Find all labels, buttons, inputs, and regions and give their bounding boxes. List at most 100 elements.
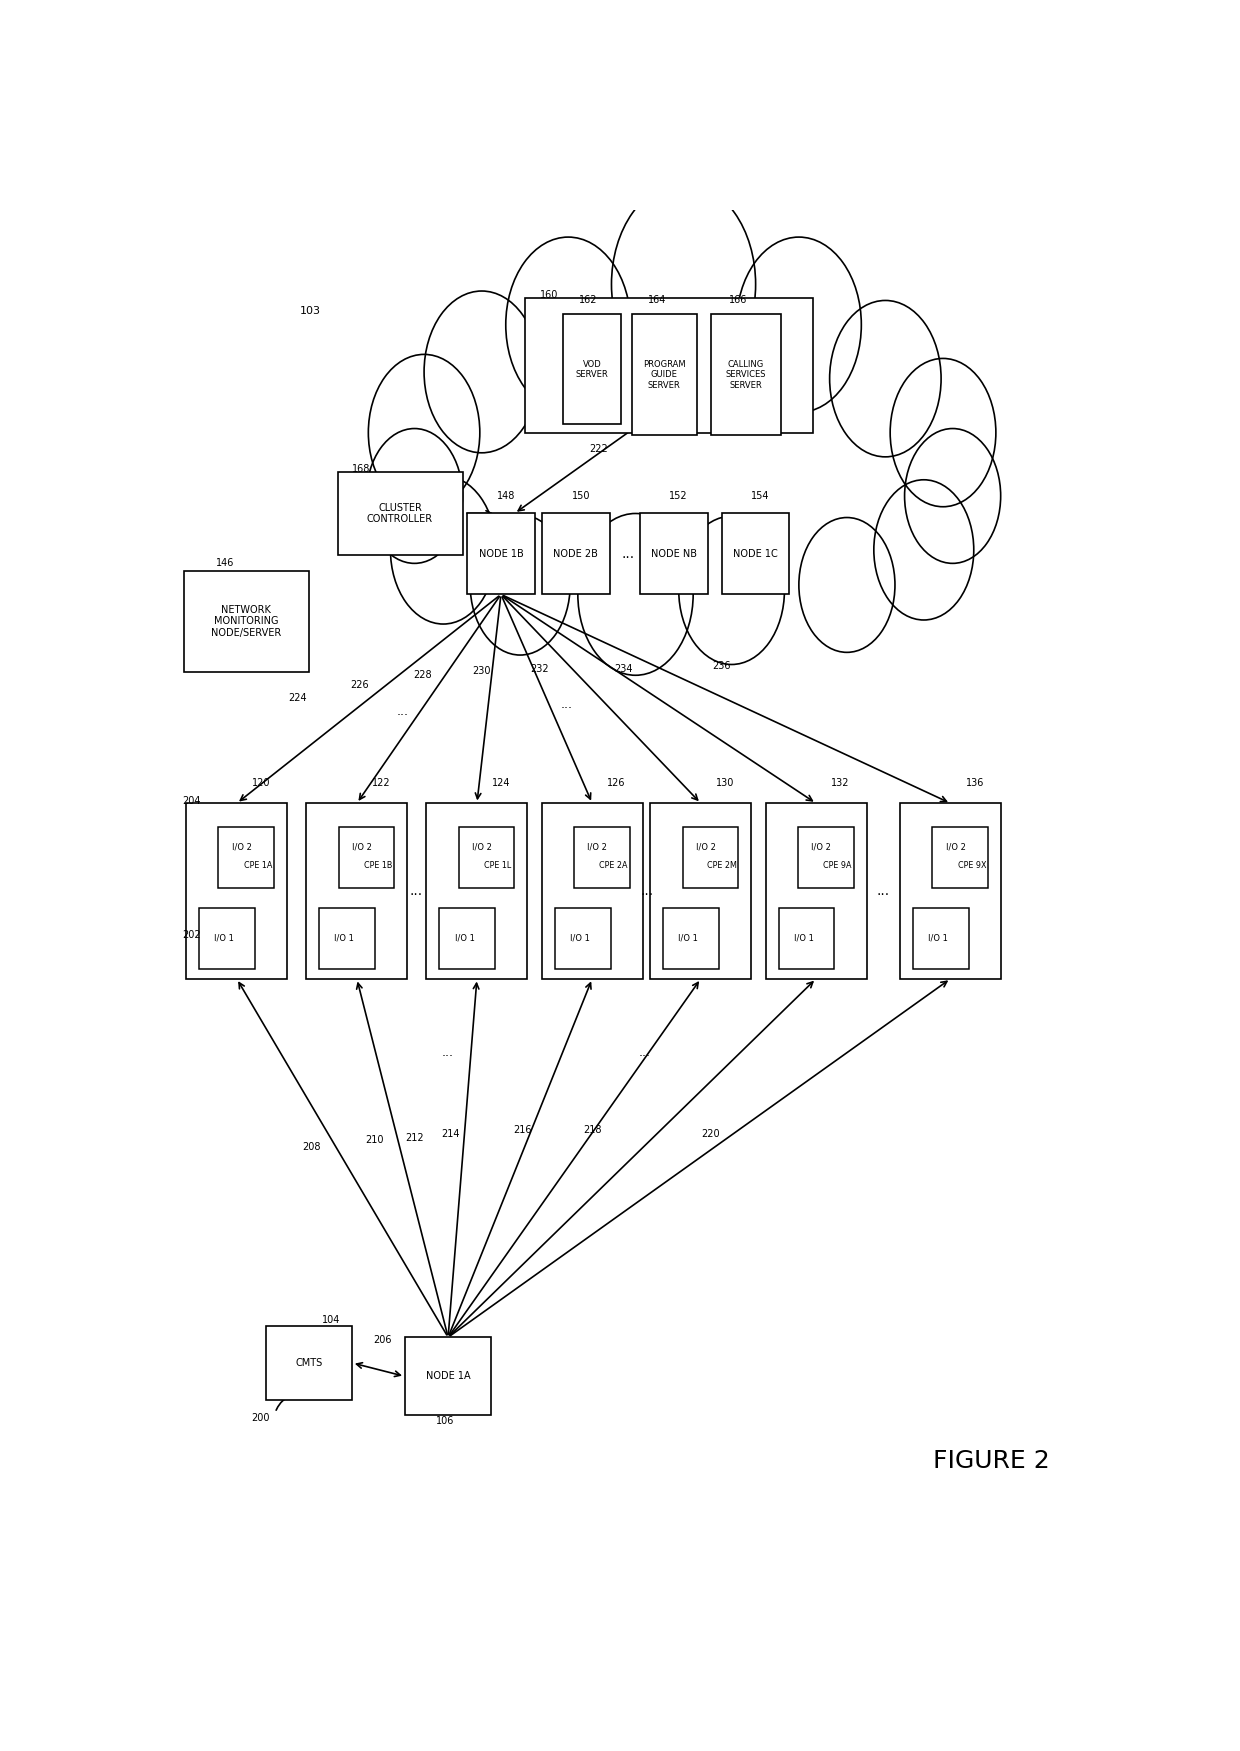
- Text: 216: 216: [513, 1124, 532, 1135]
- FancyBboxPatch shape: [218, 826, 274, 888]
- Circle shape: [391, 476, 496, 623]
- Text: I/O 1: I/O 1: [215, 933, 234, 942]
- Text: CPE 1A: CPE 1A: [243, 861, 272, 870]
- Text: VOD
SERVER: VOD SERVER: [575, 359, 609, 378]
- Text: I/O 2: I/O 2: [471, 842, 492, 851]
- FancyBboxPatch shape: [563, 313, 621, 424]
- Text: 132: 132: [831, 777, 849, 788]
- Text: I/O 1: I/O 1: [678, 933, 698, 942]
- Text: I/O 1: I/O 1: [570, 933, 590, 942]
- Text: 214: 214: [441, 1129, 460, 1138]
- Text: I/O 2: I/O 2: [946, 842, 966, 851]
- FancyBboxPatch shape: [631, 313, 697, 436]
- Circle shape: [678, 517, 785, 664]
- FancyBboxPatch shape: [427, 804, 527, 979]
- Circle shape: [367, 429, 463, 564]
- Text: CPE 2M: CPE 2M: [707, 861, 737, 870]
- Text: 204: 204: [182, 795, 201, 805]
- Text: ...: ...: [877, 884, 890, 898]
- Text: 202: 202: [182, 930, 201, 940]
- FancyBboxPatch shape: [439, 907, 495, 968]
- Text: I/O 2: I/O 2: [352, 842, 372, 851]
- FancyBboxPatch shape: [900, 804, 1001, 979]
- Text: CPE 9A: CPE 9A: [823, 861, 852, 870]
- FancyBboxPatch shape: [320, 907, 374, 968]
- Text: ...: ...: [397, 706, 409, 718]
- Text: ...: ...: [621, 546, 635, 560]
- Circle shape: [890, 359, 996, 506]
- FancyBboxPatch shape: [574, 826, 630, 888]
- FancyBboxPatch shape: [337, 471, 463, 555]
- FancyBboxPatch shape: [712, 313, 781, 436]
- Text: I/O 2: I/O 2: [232, 842, 252, 851]
- Text: ...: ...: [443, 1047, 454, 1059]
- Text: 234: 234: [614, 664, 632, 674]
- Text: 226: 226: [351, 679, 370, 690]
- Text: 206: 206: [373, 1334, 392, 1345]
- Text: 164: 164: [649, 296, 667, 305]
- Circle shape: [470, 515, 570, 655]
- Text: I/O 2: I/O 2: [587, 842, 608, 851]
- Text: 130: 130: [715, 777, 734, 788]
- Text: 124: 124: [492, 777, 510, 788]
- Circle shape: [737, 236, 862, 413]
- FancyBboxPatch shape: [722, 513, 789, 594]
- Text: I/O 1: I/O 1: [929, 933, 949, 942]
- Text: 148: 148: [496, 490, 515, 501]
- Text: I/O 1: I/O 1: [455, 933, 475, 942]
- FancyBboxPatch shape: [404, 1338, 491, 1415]
- Text: 136: 136: [966, 777, 983, 788]
- FancyBboxPatch shape: [542, 804, 642, 979]
- Text: 168: 168: [352, 464, 371, 475]
- Text: 166: 166: [729, 296, 748, 305]
- Text: NODE 1B: NODE 1B: [479, 548, 523, 559]
- Text: 162: 162: [579, 296, 598, 305]
- FancyBboxPatch shape: [200, 907, 255, 968]
- Circle shape: [368, 354, 480, 511]
- Text: 220: 220: [701, 1129, 719, 1138]
- Text: CMTS: CMTS: [295, 1357, 322, 1368]
- Text: I/O 2: I/O 2: [696, 842, 715, 851]
- Text: CPE 2A: CPE 2A: [599, 861, 627, 870]
- FancyBboxPatch shape: [306, 804, 407, 979]
- Text: 104: 104: [321, 1315, 340, 1326]
- Text: I/O 1: I/O 1: [794, 933, 813, 942]
- Text: 210: 210: [365, 1135, 383, 1145]
- Text: CPE 1B: CPE 1B: [363, 861, 392, 870]
- Text: ...: ...: [639, 1047, 651, 1059]
- FancyBboxPatch shape: [932, 826, 988, 888]
- Circle shape: [424, 291, 539, 454]
- Text: NODE NB: NODE NB: [651, 548, 697, 559]
- Ellipse shape: [405, 298, 962, 608]
- FancyBboxPatch shape: [186, 804, 288, 979]
- Circle shape: [799, 518, 895, 653]
- FancyBboxPatch shape: [797, 826, 853, 888]
- FancyBboxPatch shape: [265, 1326, 352, 1401]
- Text: CPE 1L: CPE 1L: [485, 861, 512, 870]
- FancyBboxPatch shape: [913, 907, 968, 968]
- Text: 146: 146: [216, 559, 234, 569]
- FancyBboxPatch shape: [554, 907, 610, 968]
- FancyBboxPatch shape: [663, 907, 719, 968]
- FancyBboxPatch shape: [339, 826, 394, 888]
- Text: 122: 122: [372, 777, 391, 788]
- Text: 103: 103: [300, 306, 321, 317]
- Text: FIGURE 2: FIGURE 2: [932, 1450, 1049, 1473]
- Text: CALLING
SERVICES
SERVER: CALLING SERVICES SERVER: [725, 359, 766, 389]
- Text: 212: 212: [405, 1133, 424, 1143]
- Circle shape: [830, 301, 941, 457]
- Text: NODE 2B: NODE 2B: [553, 548, 599, 559]
- Text: 230: 230: [472, 665, 491, 676]
- Circle shape: [874, 480, 973, 620]
- Circle shape: [506, 236, 631, 413]
- Text: 154: 154: [751, 490, 770, 501]
- FancyBboxPatch shape: [766, 804, 867, 979]
- Text: 120: 120: [252, 777, 270, 788]
- FancyBboxPatch shape: [184, 571, 309, 672]
- FancyBboxPatch shape: [682, 826, 738, 888]
- Text: 126: 126: [608, 777, 625, 788]
- Text: 232: 232: [529, 664, 549, 674]
- FancyBboxPatch shape: [459, 826, 515, 888]
- Text: 106: 106: [436, 1417, 454, 1425]
- Text: I/O 1: I/O 1: [335, 933, 355, 942]
